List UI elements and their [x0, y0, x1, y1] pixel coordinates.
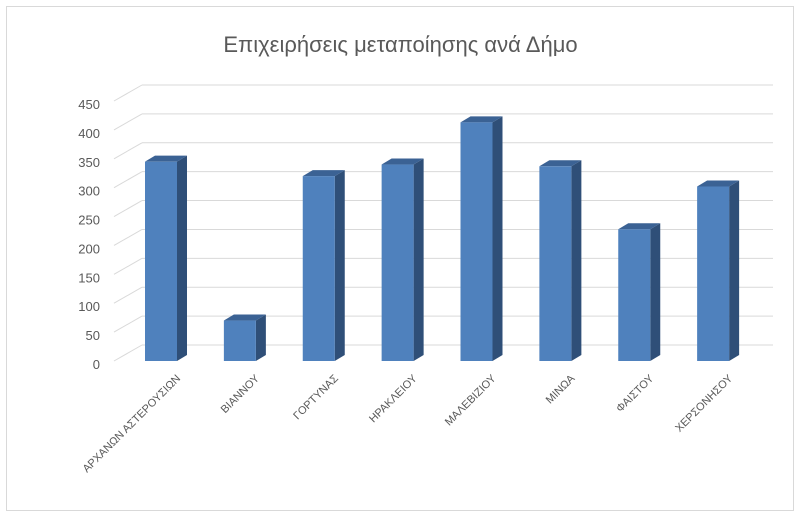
y-tick-label: 200	[78, 241, 100, 256]
y-tick-label: 450	[78, 97, 100, 112]
bar-side	[729, 180, 740, 361]
y-tick-label: 250	[78, 213, 100, 228]
y-tick-label: 0	[93, 357, 100, 372]
bar-side	[413, 158, 424, 361]
x-category-label: ΧΕΡΣΟΝΗΣΟΥ	[673, 372, 735, 434]
bar-top	[460, 116, 503, 123]
bar-top	[302, 170, 345, 177]
gridline-depth	[113, 84, 143, 102]
x-category-label: ΗΡΑΚΛΕΙΟΥ	[367, 372, 420, 425]
y-tick-label: 300	[78, 184, 100, 199]
bar	[145, 161, 177, 361]
x-category-label: ΑΡΧΑΝΩΝ ΑΣΤΕΡΟΥΣΙΩΝ	[81, 373, 184, 476]
bar-top	[539, 160, 582, 167]
x-category-label: ΜΑΛΕΒΙΖΙΟΥ	[443, 372, 499, 428]
x-category-label: ΓΟΡΤΥΝΑΣ	[291, 372, 341, 422]
y-tick-label: 50	[86, 328, 100, 343]
bar	[223, 320, 256, 361]
gridline-depth	[113, 229, 143, 246]
bar-top	[381, 158, 424, 165]
bar	[302, 176, 335, 361]
bar-top	[145, 155, 187, 162]
gridline-depth	[113, 142, 143, 160]
gridline-depth	[113, 257, 143, 275]
gridline-depth	[113, 200, 143, 217]
gridline-depth	[113, 171, 143, 189]
gridline-depth	[113, 315, 143, 333]
bar-top	[223, 314, 266, 321]
bar-side	[650, 223, 661, 361]
bar-side	[177, 155, 187, 361]
gridline-depth	[113, 344, 143, 362]
bar	[381, 164, 414, 361]
y-tick-label: 400	[78, 126, 100, 141]
bar	[460, 122, 493, 361]
bar	[697, 186, 730, 361]
chart-title: Επιχειρήσεις μεταποίησης ανά Δήμο	[223, 32, 578, 57]
bar-top	[618, 223, 661, 230]
bar-side	[492, 116, 503, 361]
gridline-depth	[113, 286, 143, 304]
bar	[618, 229, 651, 361]
gridline-depth	[113, 113, 143, 131]
x-category-label: ΜΙΝΩΑ	[544, 372, 578, 406]
y-tick-label: 350	[78, 155, 100, 170]
y-tick-label: 150	[78, 270, 100, 285]
bar-side	[571, 160, 582, 361]
bar-top	[697, 180, 740, 187]
x-category-label: ΦΑΙΣΤΟΥ	[614, 372, 657, 415]
bar-side	[255, 314, 266, 361]
bar	[539, 166, 572, 361]
y-tick-label: 100	[78, 299, 100, 314]
bar-side	[334, 170, 345, 361]
x-category-label: ΒΙΑΝΝΟΥ	[219, 372, 263, 416]
